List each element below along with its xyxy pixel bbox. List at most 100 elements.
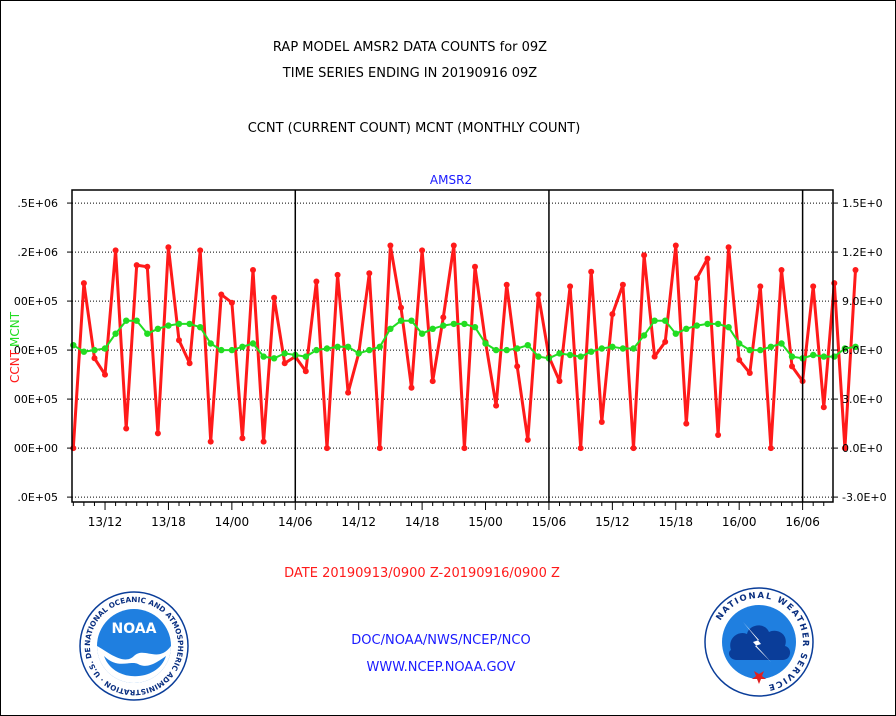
data-point-mcnt [302, 353, 309, 360]
data-point-mcnt [70, 342, 77, 349]
data-point-mcnt [566, 351, 574, 359]
data-point-mcnt [270, 355, 278, 362]
x-tick-label: 15/18 [658, 515, 693, 529]
data-point-ccnt [524, 436, 531, 443]
x-tick-label: 15/12 [595, 515, 630, 529]
data-point-mcnt [334, 343, 341, 350]
data-point-mcnt [165, 322, 172, 329]
data-point-mcnt [197, 324, 204, 331]
website-url[interactable]: WWW.NCEP.NOAA.GOV [366, 660, 516, 675]
data-point-ccnt [588, 268, 595, 275]
data-point-mcnt [218, 346, 225, 354]
data-point-mcnt [440, 322, 447, 329]
y-tick-label-left: 00E+00 [14, 442, 58, 455]
data-point-ccnt [461, 445, 468, 452]
data-point-mcnt [841, 345, 849, 352]
data-point-ccnt [207, 438, 214, 445]
data-point-mcnt [503, 346, 510, 354]
data-point-mcnt [123, 317, 130, 324]
data-point-mcnt [228, 346, 236, 354]
data-point-ccnt [218, 291, 225, 298]
data-point-mcnt [281, 350, 288, 357]
data-point-ccnt [398, 304, 404, 311]
data-point-mcnt [186, 320, 193, 328]
data-point-mcnt [175, 320, 183, 328]
data-point-ccnt [197, 247, 204, 254]
x-tick-label: 13/18 [151, 515, 186, 529]
data-point-ccnt [778, 267, 785, 273]
x-tick-label: 15/00 [468, 515, 503, 529]
data-point-ccnt [556, 378, 563, 385]
y-tick-label-left: .0E+05 [17, 491, 58, 504]
data-point-mcnt [619, 345, 627, 352]
data-point-ccnt [683, 420, 690, 427]
data-point-mcnt [577, 353, 584, 360]
y-tick-label-right: 9.0E+0 [842, 295, 883, 308]
data-point-ccnt [630, 445, 637, 452]
data-point-mcnt [239, 343, 246, 350]
series-line-ccnt [71, 244, 857, 450]
data-point-ccnt [472, 263, 478, 270]
chart-title-line2: TIME SERIES ENDING IN 20190916 09Z [282, 66, 538, 81]
data-point-ccnt [450, 242, 457, 249]
data-point-mcnt [112, 330, 119, 337]
data-point-ccnt [831, 280, 838, 287]
data-point-ccnt [102, 371, 108, 378]
noaa-logo: NATIONAL OCEANIC AND ATMOSPHERIC ADMINIS… [78, 590, 189, 701]
data-point-ccnt [281, 360, 288, 367]
nws-logo: NATIONAL WEATHER SERVICE [704, 587, 814, 697]
data-point-mcnt [80, 348, 88, 355]
y-tick-label-right: -3.0E+0 [842, 491, 887, 504]
data-point-ccnt [366, 270, 373, 277]
chart-title-line1: RAP MODEL AMSR2 DATA COUNTS for 09Z [272, 40, 548, 55]
data-point-mcnt [397, 317, 405, 324]
data-point-ccnt [91, 355, 98, 362]
data-point-ccnt [165, 244, 172, 251]
y-axis-label-mcnt: MCNT [8, 311, 22, 347]
data-point-ccnt [736, 356, 743, 363]
data-point-mcnt [101, 345, 109, 352]
y-tick-label-left: 00E+05 [14, 295, 58, 308]
data-point-mcnt [852, 343, 859, 350]
y-axis-label: CCNT MCNT [8, 311, 22, 383]
data-point-mcnt [778, 340, 785, 347]
data-point-ccnt [313, 278, 320, 285]
data-point-ccnt [651, 353, 658, 360]
data-point-mcnt [524, 342, 531, 349]
data-point-mcnt [767, 343, 775, 350]
y-tick-label-right: 0.0E+0 [842, 442, 883, 455]
data-point-ccnt [514, 363, 521, 370]
data-point-ccnt [619, 281, 626, 288]
chart-subtitle: CCNT (CURRENT COUNT) MCNT (MONTHLY COUNT… [247, 121, 581, 136]
data-point-mcnt [387, 325, 394, 332]
plot-frame [71, 189, 834, 503]
data-point-mcnt [556, 350, 563, 357]
y-tick-label-right: 1.2E+0 [842, 246, 883, 259]
data-point-ccnt [852, 267, 859, 273]
org-path: DOC/NOAA/NWS/NCEP/NCO [351, 633, 531, 648]
series-layer [70, 242, 859, 452]
date-range: DATE 20190913/0900 Z-20190916/0900 Z [284, 566, 560, 581]
data-point-ccnt [746, 370, 753, 376]
data-point-mcnt [429, 325, 436, 332]
data-point-mcnt [640, 332, 648, 339]
y-tick-label-left: .2E+06 [17, 246, 58, 259]
data-point-ccnt [271, 294, 278, 301]
data-point-mcnt [788, 353, 796, 360]
data-point-mcnt [736, 340, 743, 347]
axis-layer: .5E+06 .2E+06 00E+05 00E+05 00E+05 00E+00 .0E+… [14, 189, 887, 529]
data-point-mcnt [355, 350, 362, 357]
data-point-mcnt [418, 330, 426, 337]
data-point-ccnt [154, 430, 161, 437]
x-tick-label: 14/12 [341, 515, 376, 529]
y-tick-label-right: 3.0E+0 [842, 393, 883, 406]
data-point-mcnt [630, 345, 637, 352]
data-point-ccnt [260, 438, 267, 445]
data-point-ccnt [757, 283, 764, 290]
data-point-mcnt [144, 330, 151, 337]
data-point-mcnt [323, 345, 331, 352]
data-point-mcnt [757, 346, 764, 354]
data-point-ccnt [144, 263, 151, 270]
data-point-mcnt [588, 348, 595, 355]
data-point-mcnt [746, 346, 753, 354]
